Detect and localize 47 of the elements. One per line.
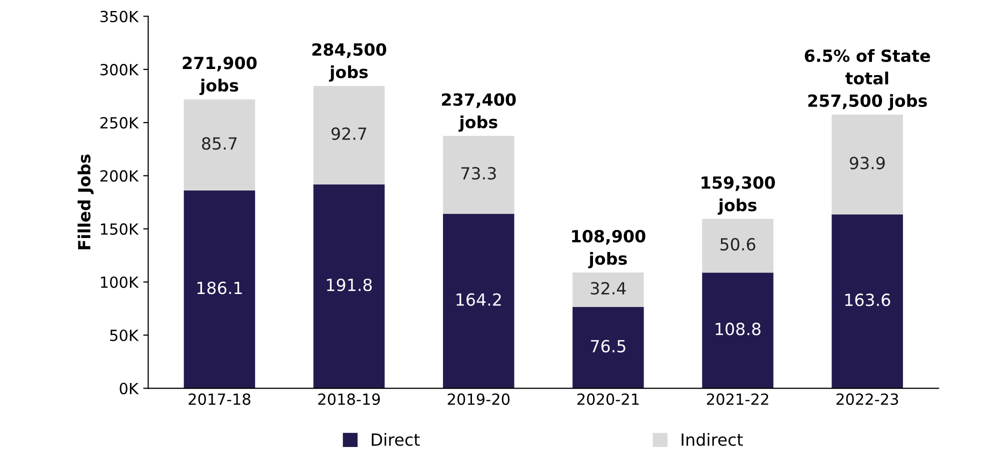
data-label: 73.3 bbox=[461, 167, 496, 180]
y-tick-label: 50K bbox=[110, 330, 139, 342]
data-label: 191.8 bbox=[327, 278, 372, 292]
bar bbox=[572, 272, 644, 307]
bar bbox=[572, 306, 644, 388]
x-tick-label: 2017-18 bbox=[188, 393, 250, 405]
y-tick-label: 300K bbox=[100, 64, 139, 76]
data-label: 93.9 bbox=[850, 156, 885, 170]
annotation: 6.5% of State total 257,500 jobs bbox=[804, 49, 930, 110]
bar bbox=[442, 214, 514, 388]
bar bbox=[702, 218, 774, 273]
legend-label: Indirect bbox=[682, 433, 743, 446]
bar bbox=[442, 136, 514, 214]
data-label: 164.2 bbox=[456, 293, 501, 306]
data-label: 50.6 bbox=[720, 238, 756, 251]
data-label: 163.6 bbox=[845, 294, 890, 306]
data-label: 186.1 bbox=[197, 282, 242, 294]
y-tick-label: 100K bbox=[100, 276, 139, 288]
annotation: 159,300 jobs bbox=[702, 176, 775, 215]
annotation: 237,400 jobs bbox=[442, 93, 516, 132]
x-tick-label: 2021-22 bbox=[706, 393, 768, 405]
bar bbox=[313, 86, 385, 184]
data-label: 92.7 bbox=[332, 127, 366, 140]
annotation: 271,900 jobs bbox=[182, 56, 257, 96]
y-tick-label: 200K bbox=[100, 170, 139, 182]
data-label: 76.5 bbox=[591, 340, 626, 352]
bar bbox=[184, 190, 256, 388]
bar bbox=[184, 99, 256, 190]
x-tick-label: 2022-23 bbox=[836, 393, 898, 405]
bar bbox=[832, 214, 903, 388]
legend-label: Direct bbox=[372, 433, 420, 446]
bar bbox=[313, 184, 385, 388]
data-label: 32.4 bbox=[590, 282, 626, 295]
bar bbox=[702, 272, 774, 388]
y-tick-label: 250K bbox=[100, 117, 139, 129]
y-tick-label: 350K bbox=[100, 10, 139, 22]
x-tick-label: 2018-19 bbox=[318, 393, 380, 405]
bar bbox=[832, 114, 903, 214]
y-tick-label: 150K bbox=[100, 223, 139, 235]
y-tick-label: 0K bbox=[120, 382, 139, 394]
data-label: 108.8 bbox=[716, 322, 760, 336]
annotation: 108,900 jobs bbox=[572, 230, 646, 268]
x-tick-label: 2020-21 bbox=[577, 393, 639, 405]
data-label: 85.7 bbox=[202, 137, 237, 150]
annotation: 284,500 jobs bbox=[312, 43, 386, 82]
y-axis-title: Filled Jobs bbox=[78, 154, 94, 250]
x-tick-label: 2019-20 bbox=[448, 393, 510, 405]
